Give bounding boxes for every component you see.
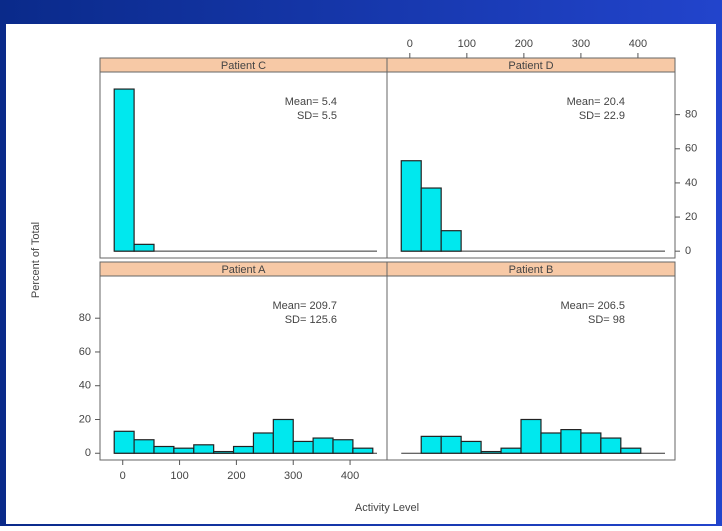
y-tick-label: 20: [685, 211, 697, 223]
bar: [292, 440, 314, 454]
bar: [420, 435, 442, 454]
annotation: Mean= 5.4: [285, 96, 337, 108]
bar: [600, 437, 622, 454]
x-tick-label: 400: [629, 38, 647, 50]
panel: [386, 71, 676, 259]
bar: [460, 440, 482, 454]
x-axis-label: Activity Level: [355, 502, 419, 514]
x-tick-label: 200: [515, 38, 533, 50]
bar: [133, 243, 155, 252]
bar: [312, 437, 334, 454]
x-tick-label: 200: [227, 470, 245, 482]
annotation: Mean= 209.7: [272, 300, 337, 312]
y-tick-label: 20: [79, 413, 91, 425]
bar: [420, 187, 442, 252]
y-tick-label: 0: [685, 245, 691, 257]
y-tick-label: 80: [685, 109, 697, 121]
bar: [252, 432, 274, 454]
bar: [173, 447, 195, 454]
x-tick-label: 400: [341, 470, 359, 482]
annotation: Mean= 20.4: [567, 96, 625, 108]
x-tick-label: 0: [120, 470, 126, 482]
bar: [580, 432, 602, 454]
y-tick-label: 40: [685, 177, 697, 189]
x-tick-label: 0: [407, 38, 413, 50]
strip-title: Patient C: [221, 60, 266, 72]
bar: [440, 435, 462, 454]
annotation: Mean= 206.5: [560, 300, 625, 312]
annotation: SD= 5.5: [297, 110, 337, 122]
bar: [213, 450, 235, 454]
bar: [540, 432, 562, 454]
y-tick-label: 0: [85, 447, 91, 459]
x-tick-label: 300: [284, 470, 302, 482]
strip-title: Patient A: [221, 264, 266, 276]
y-tick-label: 80: [79, 312, 91, 324]
panel: [386, 275, 676, 461]
bar: [400, 160, 422, 252]
bar: [113, 88, 135, 252]
bar: [620, 447, 642, 454]
bar: [332, 439, 354, 454]
bar: [153, 445, 175, 454]
bar: [113, 430, 135, 454]
bar: [480, 450, 502, 454]
bar: [520, 418, 542, 454]
x-tick-label: 300: [572, 38, 590, 50]
annotation: SD= 98: [588, 314, 625, 326]
bar: [133, 439, 155, 454]
y-tick-label: 40: [79, 380, 91, 392]
annotation: SD= 22.9: [579, 110, 625, 122]
bar: [193, 444, 215, 454]
bar: [440, 230, 462, 252]
bar: [500, 447, 522, 454]
strip-title: Patient D: [508, 60, 553, 72]
x-tick-label: 100: [458, 38, 476, 50]
bar: [560, 429, 582, 454]
y-axis-label: Percent of Total: [30, 222, 42, 298]
y-tick-label: 60: [79, 346, 91, 358]
annotation: SD= 125.6: [285, 314, 337, 326]
y-tick-label: 60: [685, 143, 697, 155]
x-tick-label: 100: [170, 470, 188, 482]
bar: [352, 447, 374, 454]
bar: [272, 418, 294, 454]
strip-title: Patient B: [509, 264, 554, 276]
bar: [232, 445, 255, 454]
